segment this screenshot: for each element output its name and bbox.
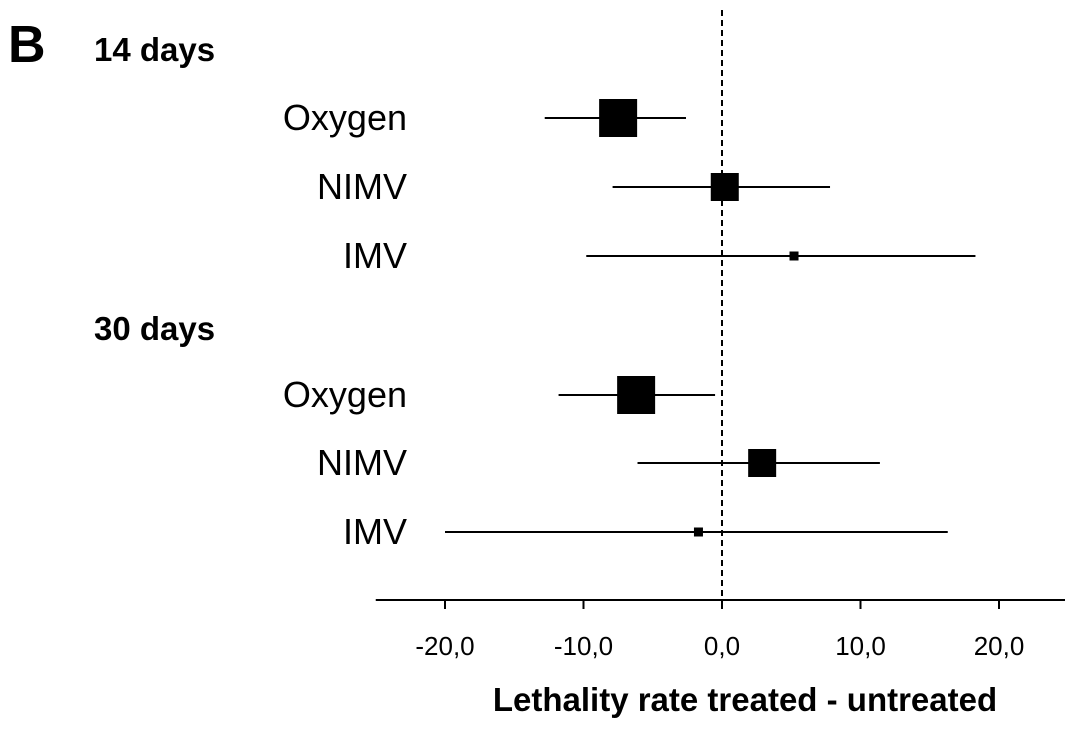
x-tick-label: 0,0: [704, 631, 740, 661]
row-label-g1-oxygen: Oxygen: [283, 374, 407, 415]
x-tick-label: -20,0: [415, 631, 474, 661]
x-tick-label: 20,0: [974, 631, 1025, 661]
group-label-14-days: 14 days: [94, 31, 215, 68]
row-label-g0-nimv: NIMV: [317, 166, 407, 207]
estimate-box-g1-nimv: [748, 449, 777, 477]
x-axis-label: Lethality rate treated - untreated: [493, 681, 997, 718]
row-label-g1-nimv: NIMV: [317, 442, 407, 483]
row-label-g0-oxygen: Oxygen: [283, 97, 407, 138]
panel-label: B: [8, 16, 46, 74]
estimate-box-g1-oxygen: [617, 376, 656, 414]
estimate-box-g0-oxygen: [599, 99, 638, 137]
row-label-g1-imv: IMV: [343, 511, 407, 552]
rows-layer: Oxygen NIMV IMV Oxygen NIMV IMV: [283, 97, 976, 552]
x-tick-label: 10,0: [835, 631, 886, 661]
group-label-30-days: 30 days: [94, 310, 215, 347]
x-ticks: -20,0 -10,0 0,0 10,0 20,0: [415, 600, 1024, 661]
estimate-box-g1-imv: [693, 527, 703, 537]
estimate-box-g0-imv: [789, 251, 799, 261]
x-tick-label: -10,0: [554, 631, 613, 661]
estimate-box-g0-nimv: [710, 173, 739, 201]
row-label-g0-imv: IMV: [343, 235, 407, 276]
